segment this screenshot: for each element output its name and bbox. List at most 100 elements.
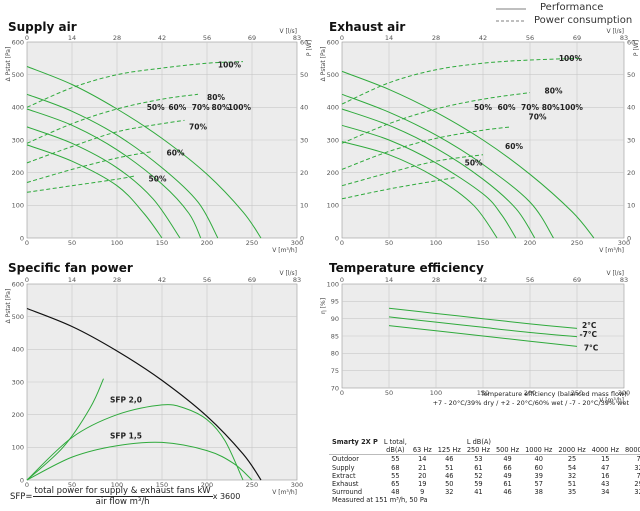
curve-label: 80%: [207, 93, 225, 102]
x-tick-label: 200: [201, 481, 213, 489]
curve-label: 80%: [212, 103, 230, 112]
x-tick-label: 50: [385, 389, 393, 397]
power-curve: [26, 119, 185, 164]
y-tick-label: 300: [327, 136, 339, 144]
noise-table-header: Smarty 2X P L total, L dB(A): [329, 438, 640, 446]
y2-tick-label: 50: [627, 71, 635, 79]
band-header: 1000 Hz: [522, 446, 556, 456]
curve-label: 100%: [559, 54, 583, 63]
x-tick-label: 200: [201, 239, 213, 247]
y2-tick-label: 40: [627, 104, 635, 112]
power-curve: [26, 93, 199, 144]
x2-tick-label: 42: [479, 276, 487, 284]
x-tick-label: 100: [111, 239, 123, 247]
x-tick-label: 100: [430, 389, 442, 397]
noise-cell: 47: [601, 463, 610, 472]
performance-curve: [26, 126, 181, 239]
curve-label: 50%: [149, 175, 167, 184]
noise-cell: 29: [634, 480, 640, 489]
y-axis-label: Δ Pstat [Pa]: [320, 47, 327, 82]
noise-cell: 49: [503, 471, 512, 480]
y2-axis-label: P [W]: [633, 40, 640, 56]
performance-curve: [341, 70, 595, 239]
noise-cell: 16: [601, 471, 610, 480]
noise-cell: 32: [634, 463, 640, 472]
y-tick-label: 200: [12, 169, 24, 177]
y-tick-label: 80: [331, 350, 339, 358]
sfp-curve: [26, 441, 253, 481]
x-tick-label: 250: [571, 239, 583, 247]
x-tick-label: 250: [571, 389, 583, 397]
fan-limit-curve: [26, 307, 262, 481]
x2-tick-label: 69: [248, 34, 256, 42]
x2-tick-label: 42: [158, 276, 166, 284]
noise-row-total: 68: [391, 463, 400, 472]
performance-curve: [26, 93, 219, 239]
x2-tick-label: 69: [573, 276, 581, 284]
noise-row-total: 65: [391, 480, 400, 489]
curve-label: 60%: [168, 103, 186, 112]
x2-tick-label: 69: [573, 34, 581, 42]
power-curve: [341, 154, 484, 187]
noise-cell: 46: [503, 488, 512, 497]
y2-tick-label: 20: [627, 169, 635, 177]
x2-tick-label: 0: [25, 276, 29, 284]
noise-oct-header: L dB(A): [466, 438, 491, 446]
performance-curve: [341, 93, 554, 239]
y-tick-label: 400: [12, 104, 24, 112]
noise-cell: 32: [634, 488, 640, 497]
band-header: 63 Hz: [409, 446, 435, 456]
x2-tick-label: 56: [526, 34, 534, 42]
noise-total-unit: dB(A): [380, 446, 410, 456]
table-row: Extract 55 20 46 52 49 39 32 16 7: [329, 472, 640, 480]
y-axis-label: η [%]: [320, 298, 327, 314]
curve-label: 70%: [521, 103, 539, 112]
y2-tick-label: 0: [300, 234, 304, 242]
x-axis-label: V [m³/h]: [272, 247, 297, 254]
power-curve: [341, 126, 512, 170]
noise-cell: 38: [534, 488, 543, 497]
y2-tick-label: 0: [627, 234, 631, 242]
x2-tick-label: 14: [385, 34, 393, 42]
x2-tick-label: 28: [432, 34, 440, 42]
curve-label: 60%: [505, 142, 523, 151]
y-tick-label: 0: [335, 234, 339, 242]
noise-cell: 19: [418, 480, 427, 489]
curve-label: 70%: [189, 122, 207, 131]
curve-label: 60%: [498, 103, 516, 112]
x-tick-label: 150: [156, 239, 168, 247]
x-axis-label: V [m³/h]: [599, 397, 624, 404]
noise-model: Smarty 2X P: [332, 438, 378, 446]
noise-footnote-row: Measured at 151 m³/h, 50 Pa: [329, 496, 640, 504]
noise-cell: 21: [418, 463, 427, 472]
chart-title: Exhaust air: [329, 20, 405, 34]
noise-row-name: Surround: [332, 488, 363, 497]
curve-label: 50%: [465, 158, 483, 167]
temp-note-line1: Temperature efficiency (balanced mass fl…: [480, 390, 629, 398]
performance-curve: [341, 108, 536, 239]
noise-cell: 34: [601, 488, 610, 497]
sfp-formula-denominator: air flow m³/h: [95, 497, 150, 507]
x-tick-label: 0: [340, 239, 344, 247]
y2-tick-label: 50: [300, 71, 308, 79]
legend-power-label: Power consumption: [534, 15, 632, 26]
y2-tick-label: 10: [300, 202, 308, 210]
x2-tick-label: 0: [340, 276, 344, 284]
x2-tick-label: 83: [293, 276, 301, 284]
noise-footnote: Measured at 151 m³/h, 50 Pa: [332, 496, 428, 505]
band-header: 4000 Hz: [588, 446, 622, 456]
sfp-formula-lhs: SFP=: [10, 492, 33, 502]
x2-tick-label: 42: [479, 34, 487, 42]
noise-cell: 61: [503, 480, 512, 489]
noise-cell: 32: [445, 488, 454, 497]
curve-label: 80%: [542, 103, 560, 112]
x2-tick-label: 42: [158, 34, 166, 42]
x-tick-label: 300: [618, 239, 630, 247]
x2-tick-label: 14: [385, 276, 393, 284]
noise-cell: 46: [445, 455, 454, 464]
noise-cell: 66: [503, 463, 512, 472]
noise-cell: 60: [534, 463, 543, 472]
y-tick-label: 300: [12, 136, 24, 144]
power-curve: [341, 57, 582, 105]
